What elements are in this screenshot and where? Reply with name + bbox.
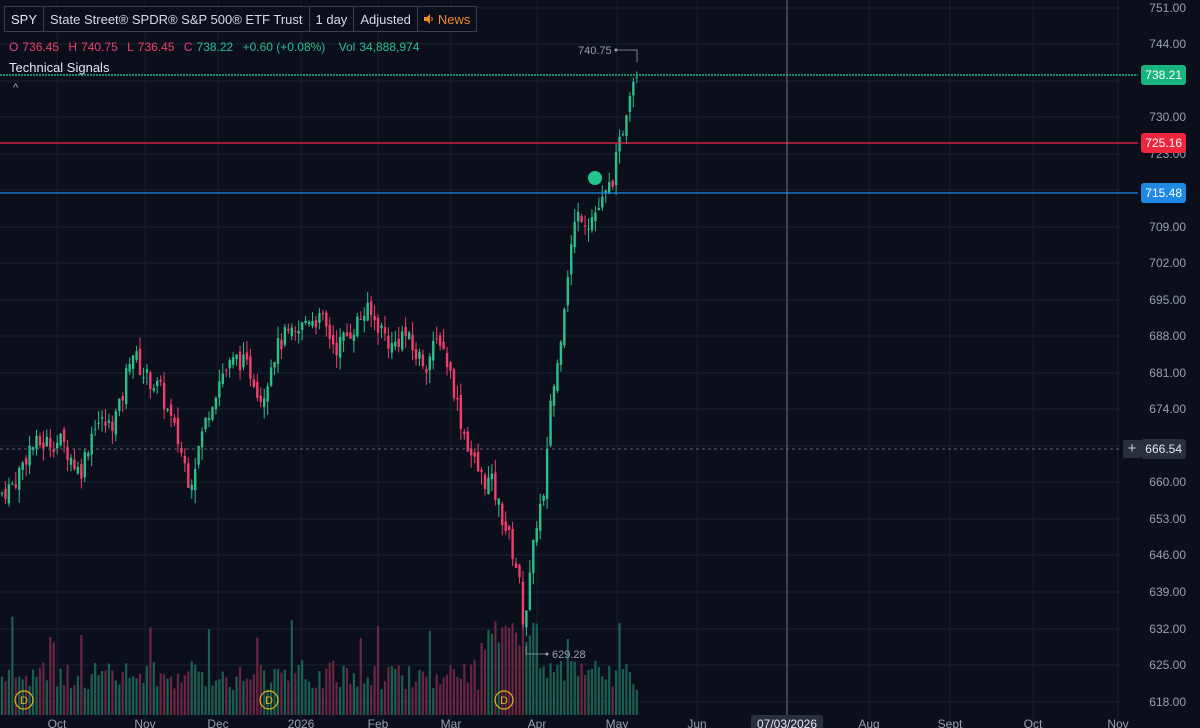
price-tick-label: 674.00 [1149,402,1186,416]
indicator-label[interactable]: Technical Signals [9,60,110,75]
price-tick-label: 625.00 [1149,658,1186,672]
time-axis-label: Aug [858,717,879,728]
time-axis-label: Apr [528,717,547,728]
time-axis-label: Nov [134,717,155,728]
time-axis-label: Dec [207,717,228,728]
time-axis-label: Sept [938,717,963,728]
last-price-label: 738.21 [1141,65,1186,85]
price-tick-label: 639.00 [1149,585,1186,599]
time-axis-label: Jun [687,717,706,728]
news-label: News [437,11,471,27]
add-alert-plus-icon[interactable]: + [1123,440,1141,458]
price-tick-label: 702.00 [1149,256,1186,270]
time-axis-label: May [606,717,629,728]
signal-dot[interactable] [588,171,602,185]
close-value: 738.22 [196,40,234,54]
time-axis-label: 2026 [288,717,315,728]
volume-key: Vol [338,40,356,54]
time-axis-label: Oct [1024,717,1043,728]
symbol-toolbar: SPY State Street® SPDR® S&P 500® ETF Tru… [4,6,478,32]
price-tick-label: 744.00 [1149,37,1186,51]
price-tick-label: 660.00 [1149,475,1186,489]
candlesticks [0,71,638,637]
price-tick-label: 632.00 [1149,622,1186,636]
time-axis-label: Feb [368,717,389,728]
price-tick-label: 618.00 [1149,695,1186,709]
svg-text:D: D [500,695,508,707]
open-key: O [9,40,19,54]
change-value: +0.60 (+0.08%) [242,40,326,54]
time-axis-label: Nov [1107,717,1128,728]
time-axis-label: Mar [441,717,462,728]
svg-text:740.75: 740.75 [578,45,612,57]
high-value: 740.75 [81,40,118,54]
price-axis[interactable]: 751.00744.00737.00730.00723.00716.00709.… [1149,1,1186,709]
price-tick-label: 681.00 [1149,366,1186,380]
low-annotation: 629.28 [525,646,586,661]
chart-grid [0,0,1120,728]
low-value: 736.45 [137,40,175,54]
dividend-marker[interactable]: D [494,690,514,710]
price-tick-label: 751.00 [1149,1,1186,15]
collapse-caret-icon[interactable]: ^ [13,82,19,94]
dividend-marker[interactable]: D [259,690,279,710]
svg-text:D: D [20,695,28,707]
symbol-ticker[interactable]: SPY [5,7,45,31]
volume-bars [0,616,638,715]
speaker-icon [423,14,433,24]
crosshair-price-label: 666.54 [1141,439,1186,459]
price-tick-label: 709.00 [1149,220,1186,234]
time-axis-label: 07/03/2026 [757,717,817,728]
price-tick-label: 653.00 [1149,512,1186,526]
ohlc-legend: O 736.45 H 740.75 L 736.45 C 738.22 +0.60 (+… [9,40,425,54]
red-line-price-label[interactable]: 725.16 [1141,133,1186,153]
price-tick-label: 688.00 [1149,329,1186,343]
svg-text:629.28: 629.28 [552,649,586,661]
price-tick-label: 646.00 [1149,548,1186,562]
svg-text:D: D [265,695,273,707]
time-axis[interactable]: Oct Nov Dec 2026 Feb Mar Apr May Jun 07/03/2026 Au… [48,715,1129,728]
low-key: L [127,40,134,54]
volume-value: 34,888,974 [359,40,420,54]
price-tick-label: 730.00 [1149,110,1186,124]
adjustment-button[interactable]: Adjusted [354,7,418,31]
news-button[interactable]: News [418,7,477,31]
high-key: H [68,40,78,54]
close-key: C [183,40,193,54]
price-tick-label: 695.00 [1149,293,1186,307]
time-axis-label: Oct [48,717,67,728]
symbol-name[interactable]: State Street® SPDR® S&P 500® ETF Trust [44,7,310,31]
interval-button[interactable]: 1 day [310,7,355,31]
open-value: 736.45 [22,40,60,54]
high-annotation: 740.75 [578,45,638,62]
blue-line-price-label[interactable]: 715.48 [1141,183,1186,203]
dividend-marker[interactable]: D [14,690,34,710]
